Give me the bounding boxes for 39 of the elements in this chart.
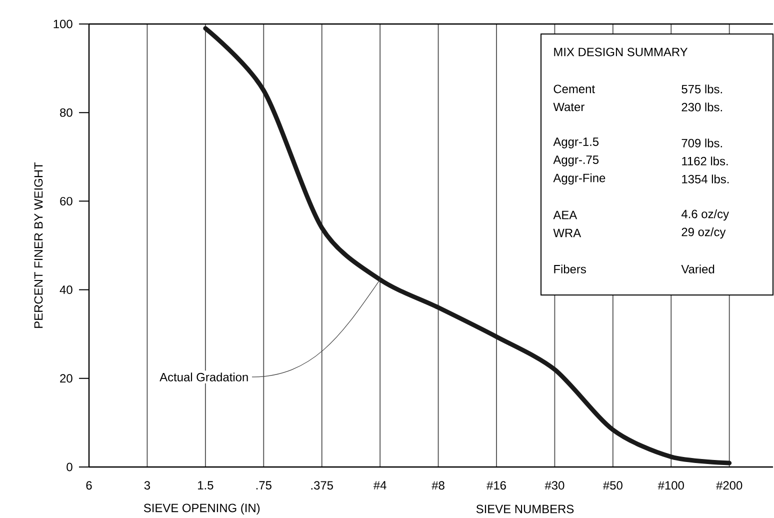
annotation: Varied [681, 264, 714, 274]
annotation: Fibers [554, 264, 586, 274]
x-tick-label: .375 [311, 481, 333, 490]
y-tick-label: 60 [60, 196, 72, 206]
annotation: Aggr-1.5 [553, 138, 599, 148]
annotation: Aggr-.75 [553, 156, 599, 166]
annotation: 575 lbs. [682, 84, 722, 94]
annotation: Cement [554, 84, 595, 94]
annotation: 709 lbs. [682, 138, 722, 148]
y-tick-label: 20 [60, 374, 72, 383]
x-tick-label: #100 [658, 481, 684, 490]
x-tick-label: #50 [602, 481, 622, 490]
y-tick-label: 80 [60, 108, 72, 117]
y-tick-label: 0 [66, 462, 72, 472]
x-tick-label: .75 [256, 481, 272, 490]
x-tick-label: 1.5 [198, 481, 214, 490]
x-tick-label: #4 [373, 481, 386, 490]
x-axis-title: SIEVE OPENING (IN) [144, 503, 260, 515]
annotation: MIX DESIGN SUMMARY [554, 48, 688, 56]
x-tick-label: #200 [716, 481, 742, 490]
text: SIEVE NUMBERS [476, 504, 574, 514]
y-axis-title: PERCENT FINER BY WEIGHT [34, 162, 43, 328]
x-tick-label: 3 [144, 481, 150, 490]
annotation: 4.6 oz/cy [681, 209, 730, 221]
x-tick-label: #30 [544, 481, 564, 490]
annotation: 230 lbs. [682, 102, 722, 112]
x-tick-label: #16 [486, 481, 506, 490]
annotation: 29 oz/cy [682, 227, 726, 239]
annotation: WRA [553, 228, 582, 238]
x-tick-label: #8 [432, 481, 444, 490]
annotation: AEA [553, 210, 578, 220]
annotation: 1162 lbs. [682, 156, 728, 166]
x-tick-label: 6 [86, 481, 92, 490]
annotation: Water [553, 102, 584, 112]
annotation: Actual Gradation [160, 372, 248, 382]
annotation: 1354 lbs. [682, 174, 729, 184]
annotation: Aggr-Fine [553, 173, 606, 185]
y-tick-label: 40 [60, 286, 72, 294]
y-tick-label: 100 [54, 20, 72, 28]
